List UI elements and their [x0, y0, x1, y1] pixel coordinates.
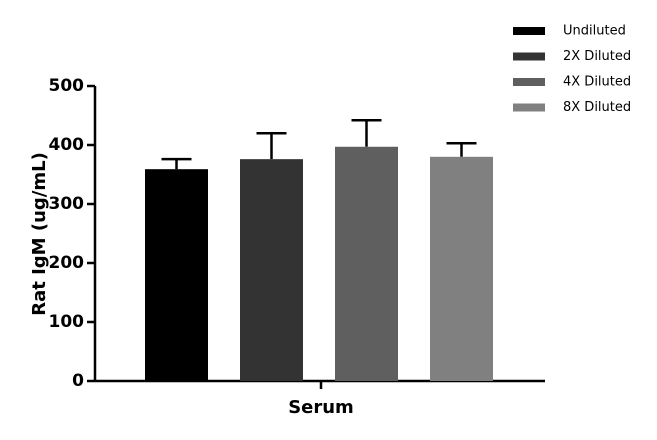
legend-swatch — [513, 103, 545, 112]
bar — [335, 146, 398, 381]
x-tick-label: Serum — [288, 397, 354, 418]
y-tick-label: 100 — [49, 312, 85, 332]
bar — [145, 169, 208, 381]
y-tick-label: 0 — [72, 371, 84, 391]
legend-label: 4X Diluted — [563, 75, 631, 90]
legend-swatch — [513, 27, 545, 35]
legend-label: 2X Diluted — [563, 49, 631, 64]
y-tick-label: 200 — [49, 253, 85, 273]
y-tick-label: 300 — [49, 194, 85, 214]
legend-swatch — [513, 52, 545, 61]
legend-label: Undiluted — [563, 24, 626, 39]
legend-swatch — [513, 78, 545, 86]
y-tick-label: 400 — [49, 135, 85, 155]
y-axis-title: Rat IgM (ug/mL) — [29, 152, 50, 316]
bar — [240, 159, 303, 381]
bar — [430, 156, 493, 381]
legend-label: 8X Diluted — [563, 100, 631, 115]
y-tick-label: 500 — [49, 76, 85, 96]
